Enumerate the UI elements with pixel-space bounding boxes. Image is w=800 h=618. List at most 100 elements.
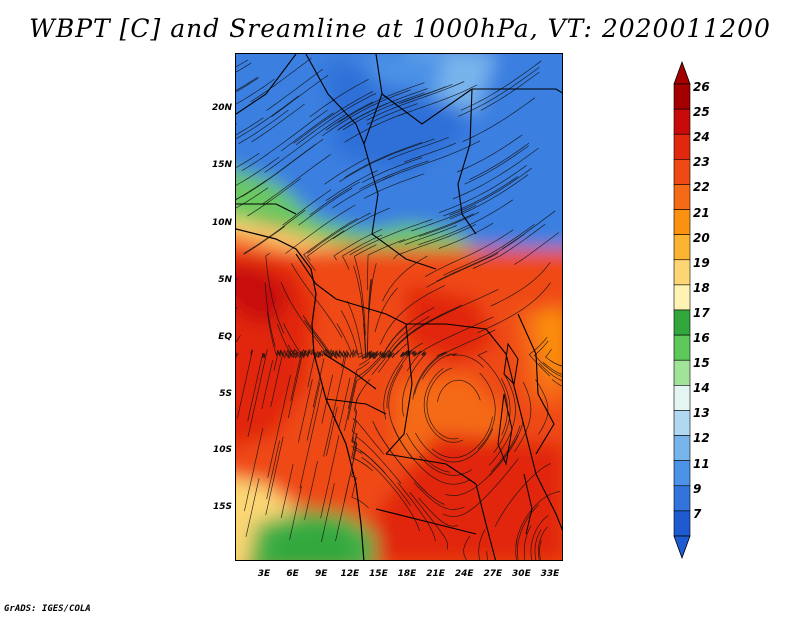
streamline bbox=[237, 349, 253, 419]
streamline bbox=[236, 62, 252, 73]
colorbar-swatch bbox=[673, 159, 691, 185]
streamline bbox=[404, 142, 457, 163]
streamline bbox=[324, 157, 368, 185]
lon-label: 30E bbox=[512, 569, 531, 579]
streamline bbox=[410, 205, 477, 232]
grads-credit: GrADS: IGES/COLA bbox=[4, 604, 91, 614]
lon-label: 12E bbox=[340, 569, 360, 579]
streamline bbox=[264, 114, 347, 173]
streamline bbox=[538, 362, 562, 381]
streamline bbox=[243, 226, 286, 255]
streamline bbox=[325, 101, 374, 131]
streamline bbox=[419, 455, 473, 476]
colorbar-swatch bbox=[673, 259, 691, 286]
colorbar-label: 21 bbox=[693, 205, 710, 220]
colorbar-swatch bbox=[673, 133, 691, 160]
streamline bbox=[285, 204, 356, 254]
streamline bbox=[265, 436, 284, 516]
streamline bbox=[393, 223, 476, 260]
streamline bbox=[309, 181, 360, 216]
streamline bbox=[290, 263, 343, 338]
lat-label: 15N bbox=[211, 160, 232, 170]
streamline bbox=[402, 350, 427, 417]
streamline bbox=[406, 433, 450, 473]
streamline bbox=[469, 142, 530, 180]
colorbar-label: 7 bbox=[693, 506, 702, 521]
streamline bbox=[397, 482, 436, 542]
streamline bbox=[534, 529, 542, 560]
streamline bbox=[364, 173, 425, 199]
streamline bbox=[282, 189, 332, 226]
streamline bbox=[537, 526, 548, 560]
streamline bbox=[342, 234, 383, 270]
streamline bbox=[515, 491, 561, 547]
streamline bbox=[383, 350, 409, 420]
streamline bbox=[261, 154, 331, 205]
streamline bbox=[309, 78, 369, 118]
streamline bbox=[366, 239, 405, 291]
streamline bbox=[280, 464, 294, 518]
streamline bbox=[421, 353, 484, 380]
streamline bbox=[443, 223, 535, 276]
streamline bbox=[236, 59, 248, 68]
streamline bbox=[386, 349, 413, 409]
streamline bbox=[372, 421, 427, 493]
streamline bbox=[236, 156, 280, 186]
map-title: WBPT [C] and Sreamline at 1000hPa, VT: 2… bbox=[29, 14, 771, 43]
streamline bbox=[452, 147, 539, 200]
streamline bbox=[344, 350, 387, 431]
streamline bbox=[321, 483, 335, 542]
colorbar-swatch bbox=[673, 485, 691, 512]
streamline bbox=[280, 281, 330, 358]
streamline bbox=[398, 213, 474, 244]
colorbar-swatch bbox=[673, 334, 691, 361]
streamline bbox=[304, 319, 343, 358]
streamline bbox=[424, 229, 514, 278]
colorbar-label: 13 bbox=[693, 406, 710, 421]
streamline bbox=[528, 336, 551, 377]
streamline bbox=[488, 374, 516, 466]
streamline bbox=[367, 279, 376, 358]
lat-label: EQ bbox=[218, 332, 232, 342]
colorbar-label: 20 bbox=[693, 230, 710, 245]
colorbar-swatch bbox=[673, 510, 691, 537]
streamline bbox=[412, 351, 446, 400]
colorbar bbox=[673, 60, 691, 560]
streamline bbox=[478, 529, 486, 560]
streamline bbox=[551, 379, 562, 387]
streamline bbox=[480, 71, 540, 111]
streamline bbox=[293, 91, 374, 144]
streamline bbox=[261, 360, 273, 409]
streamline bbox=[338, 377, 351, 427]
streamline bbox=[400, 342, 423, 358]
streamline bbox=[464, 145, 529, 185]
colorbar-label: 19 bbox=[693, 255, 710, 270]
streamline bbox=[458, 66, 540, 117]
streamline bbox=[236, 153, 260, 169]
streamline bbox=[267, 375, 291, 478]
streamline bbox=[306, 381, 321, 441]
colorbar-label: 17 bbox=[693, 305, 710, 320]
lon-label: 24E bbox=[454, 569, 474, 579]
streamline bbox=[418, 211, 480, 237]
streamline bbox=[341, 350, 356, 368]
streamline bbox=[535, 379, 549, 435]
streamline bbox=[245, 478, 260, 537]
streamline bbox=[280, 112, 334, 152]
streamline bbox=[344, 111, 408, 143]
streamline bbox=[306, 230, 345, 261]
streamline bbox=[382, 255, 428, 302]
streamline bbox=[271, 75, 329, 117]
lat-label: 5S bbox=[219, 389, 232, 399]
streamline bbox=[462, 97, 536, 143]
streamline bbox=[445, 434, 519, 496]
streamline bbox=[382, 140, 481, 181]
streamline bbox=[436, 233, 525, 282]
streamline bbox=[387, 136, 449, 161]
streamline bbox=[320, 435, 340, 519]
streamline bbox=[236, 77, 258, 91]
streamline bbox=[494, 463, 551, 527]
great-lakes bbox=[497, 342, 533, 535]
country-borders bbox=[236, 54, 562, 560]
streamline bbox=[381, 326, 407, 359]
